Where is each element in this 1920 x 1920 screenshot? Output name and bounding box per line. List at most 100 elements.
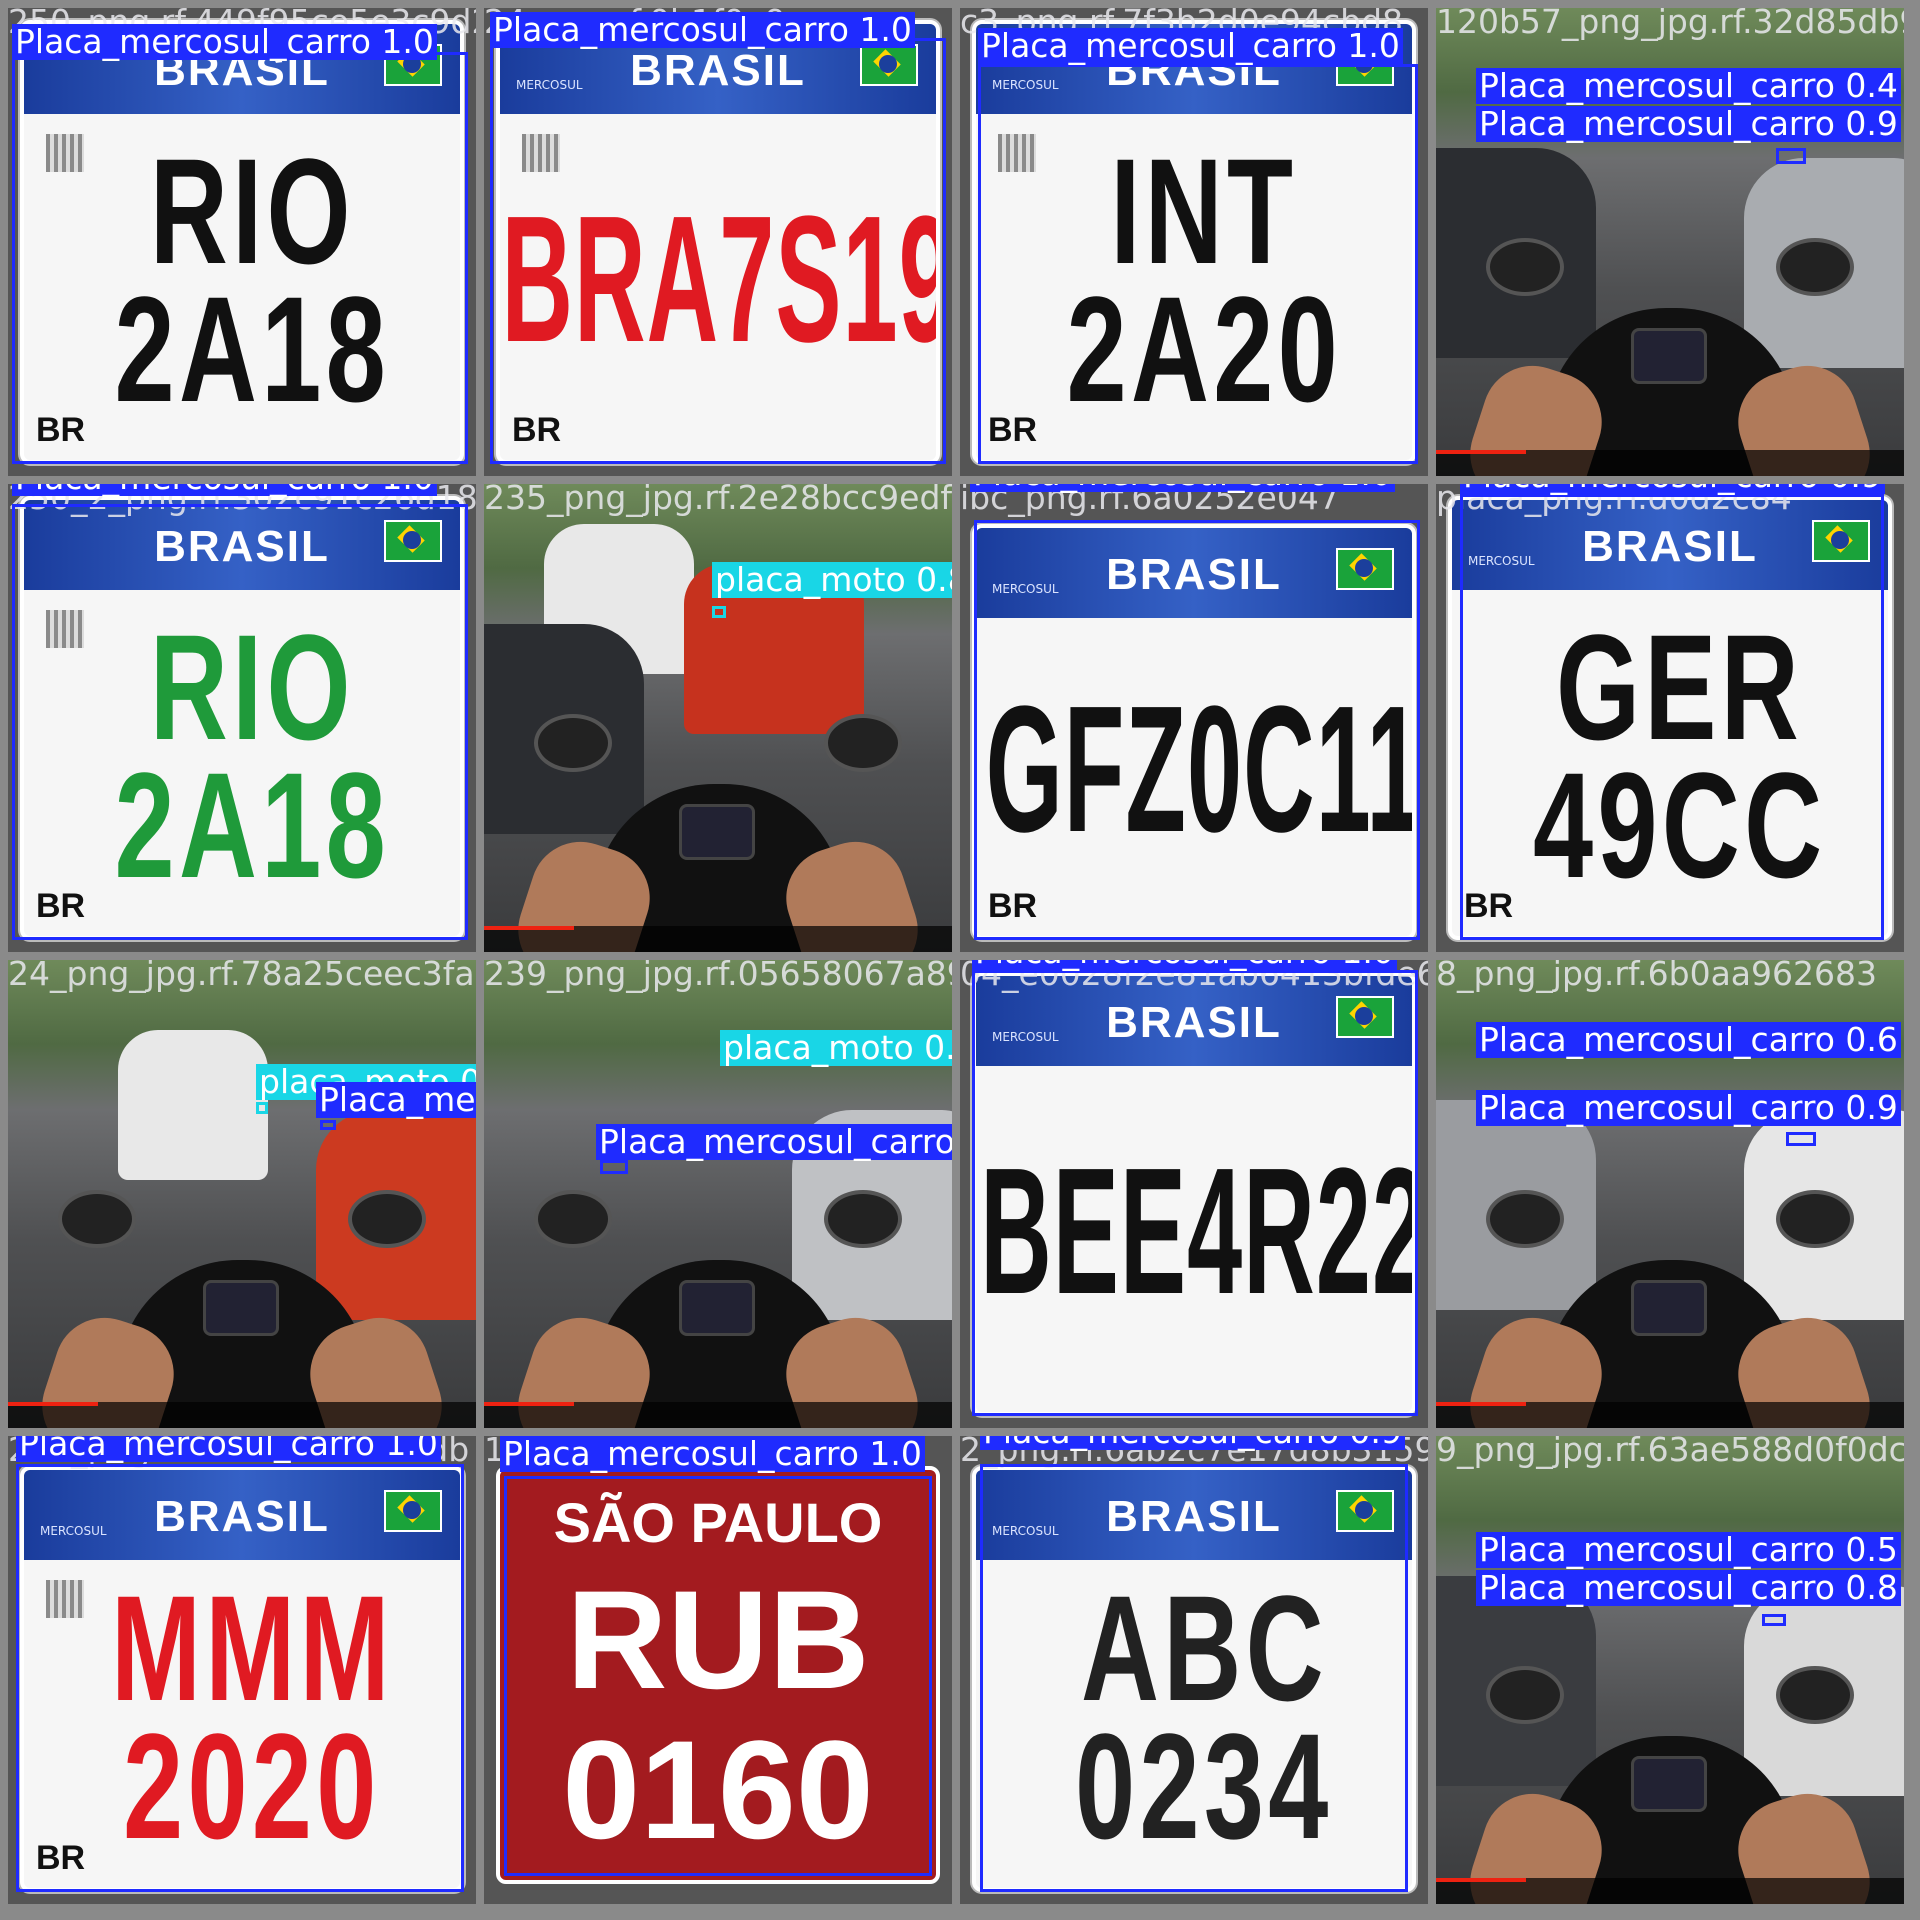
license-plate: BRASIL MERCOSUL GFZ0C11 BR [972,524,1416,940]
detection-label: placa_moto 0.8 [712,562,952,598]
detection-label: Placa_mercosul_carro 0.6 [1476,1022,1901,1058]
plate-line-1: INT [1110,126,1298,295]
detection-label: Placa_mercosul_carro 0.4 [1476,68,1901,104]
plate-line-1: GER [1556,602,1804,771]
tile-6: 235_png_jpg.rf.2e28bcc9edfc4 placa_moto … [484,484,952,952]
detection-label: Placa_mercosul_carro 1.0 [970,484,1395,492]
tile-11: BRASIL MERCOSUL BEE4R22 04_e0028f2e81ab6… [960,960,1428,1428]
plate-line-1: RUB [566,1561,870,1718]
license-plate: BRASIL MERCOSUL BEE4R22 [972,972,1416,1416]
detection-label: Placa_mercosul_carro 0.9 [1460,484,1885,494]
flag-icon [1336,548,1394,590]
plate-line-1: RIO [149,126,355,295]
detection-label: Placa_mercosul_carro 0.9 [1476,106,1901,142]
plate-line-1: ABC [1080,1563,1328,1732]
detection-label: Placa_mercosul_carro 0.3 [316,1082,476,1118]
detection-box [256,1102,268,1114]
tile-1: BRASIL RIO 2A18 BR 250_png.rf.449f95ce5e… [8,8,476,476]
plate-br: BR [36,1839,86,1877]
mirror-icon [534,714,612,772]
detection-box [320,1120,336,1130]
plate-line-2: 0234 [1075,1701,1333,1870]
qr-code-icon [46,610,84,648]
mirror-icon [534,1190,612,1248]
tile-14: SÃO PAULO RUB 0160 1_png.rf.a3d5c7e Plac… [484,1436,952,1904]
detection-label: Placa_mercosul_carro 1.0 [972,960,1397,970]
plate-mercosul: MERCOSUL [516,78,583,92]
tile-7: BRASIL MERCOSUL GFZ0C11 BR ibc_png.rf.6a… [960,484,1428,952]
dashboard-gauge [679,804,755,860]
detection-label: Placa_mercosul_carro 1.0 [490,12,915,48]
tile-8: BRASIL MERCOSUL GER 49CC BR placa_png.rf… [1436,484,1904,952]
plate-line-2: 49CC [1533,740,1827,909]
plate-country: BRASIL [1106,1492,1282,1541]
dashboard-gauge [1631,328,1707,384]
detection-label: Placa_mercosul_carro 0.9 [1476,1090,1901,1126]
motorcycle-pov-photo [8,960,476,1428]
tile-filename: 24_png_jpg.rf.78a25ceec3fa2 [8,960,476,993]
detection-box [1776,148,1806,164]
plate-mercosul: MERCOSUL [992,1524,1059,1538]
tile-16: 9_png_jpg.rf.63ae588d0f0dc Placa_mercosu… [1436,1436,1904,1904]
detection-box [972,970,1418,1416]
detection-label: Placa_mercosul_carro 0.9 [596,1124,952,1160]
detection-box [980,1464,1408,1892]
plate-line-2: 2A18 [114,740,390,909]
dashboard-gauge [1631,1756,1707,1812]
plate-br: BR [512,411,562,449]
plate-br: BR [36,887,86,925]
tile-13: BRASIL MERCOSUL MMM 2020 BR 243_png.rf.c… [8,1436,476,1904]
detection-box [712,606,726,618]
video-progress-bar [1436,1878,1904,1904]
license-plate: SÃO PAULO RUB 0160 [496,1466,940,1884]
plate-br: BR [988,887,1038,925]
detection-label: Placa_mercosul_carro 0.8 [1476,1570,1901,1606]
mirror-icon [824,1190,902,1248]
plate-line-2: 0160 [562,1711,874,1868]
tile-filename: 9_png_jpg.rf.63ae588d0f0dc [1436,1436,1904,1469]
dashboard-gauge [203,1280,279,1336]
detection-box [1762,1614,1786,1626]
detection-label: Placa_mercosul_carro 1.0 [12,484,437,496]
flag-icon [384,520,442,562]
detection-box [1786,1132,1816,1146]
plate-text: GFZ0C11 [985,668,1416,870]
mirror-icon [1486,238,1564,296]
mirror-icon [1486,1666,1564,1724]
plate-mercosul: MERCOSUL [40,1524,107,1538]
plate-mercosul: MERCOSUL [992,582,1059,596]
detection-box [16,1464,464,1892]
motorcycle-pov-photo [484,484,952,952]
plate-line-1: MMM [110,1563,394,1732]
mirror-icon [1776,238,1854,296]
plate-br: BR [36,411,86,449]
video-progress-bar [484,1402,952,1428]
mirror-icon [1776,1190,1854,1248]
plate-br: BR [1464,887,1514,925]
dashboard-gauge [1631,1280,1707,1336]
detection-box [490,38,946,464]
detection-box [12,504,468,940]
tile-3: BRASIL MERCOSUL INT 2A20 BR c3_png.rf.7f… [960,8,1428,476]
tile-filename: 239_png_jpg.rf.05658067a89a71 [484,960,952,993]
video-progress-bar [1436,450,1904,476]
tile-filename: 235_png_jpg.rf.2e28bcc9edfc4 [484,484,952,517]
plate-mercosul: MERCOSUL [992,1030,1059,1044]
motorcycle-pov-photo [1436,1436,1904,1904]
plate-country: BRASIL [1582,522,1758,571]
detection-box [978,64,1418,464]
plate-line-2: 2A18 [114,264,390,433]
mirror-icon [58,1190,136,1248]
tile-filename: 120b57_png_jpg.rf.32d85db9be599 [1436,8,1904,41]
mirror-icon [1776,1666,1854,1724]
mirror-icon [348,1190,426,1248]
video-progress-bar [1436,1402,1904,1428]
plate-br: BR [988,411,1038,449]
video-progress-bar [8,1402,476,1428]
qr-code-icon [998,134,1036,172]
detection-box [1460,494,1884,940]
qr-code-icon [46,1580,84,1618]
plate-line-2: 2020 [123,1701,381,1870]
detection-box [974,520,1420,940]
plate-country: BRASIL [1106,998,1282,1047]
